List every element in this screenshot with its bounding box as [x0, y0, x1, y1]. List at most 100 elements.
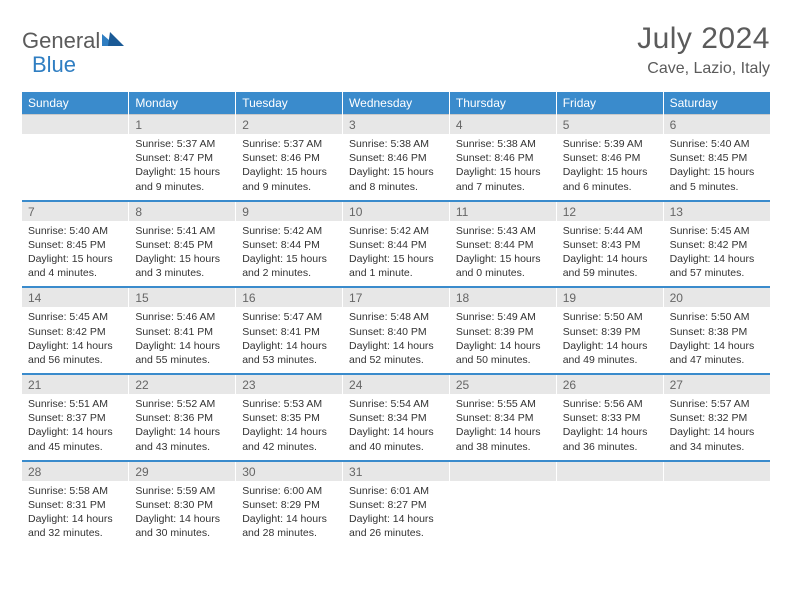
daylight-text: Daylight: 14 hours	[28, 512, 122, 526]
day-cell: Sunrise: 5:38 AMSunset: 8:46 PMDaylight:…	[449, 134, 556, 200]
sunset-text: Sunset: 8:45 PM	[135, 238, 229, 252]
sunset-text: Sunset: 8:36 PM	[135, 411, 229, 425]
logo-text-general: General	[22, 28, 100, 54]
sunrise-text: Sunrise: 5:59 AM	[135, 484, 229, 498]
day-number: 15	[129, 287, 236, 307]
sunrise-text: Sunrise: 6:01 AM	[349, 484, 443, 498]
daylight-text: Daylight: 14 hours	[670, 339, 764, 353]
day-cell: Sunrise: 5:51 AMSunset: 8:37 PMDaylight:…	[22, 394, 129, 460]
sunset-text: Sunset: 8:45 PM	[670, 151, 764, 165]
day-cell	[556, 481, 663, 547]
sunset-text: Sunset: 8:39 PM	[456, 325, 550, 339]
day-content-row: Sunrise: 5:37 AMSunset: 8:47 PMDaylight:…	[22, 134, 770, 200]
day-cell: Sunrise: 5:40 AMSunset: 8:45 PMDaylight:…	[22, 221, 129, 287]
dow-wednesday: Wednesday	[343, 92, 450, 115]
daylight-text: and 0 minutes.	[456, 266, 550, 280]
day-number: 23	[236, 374, 343, 394]
logo-triangle-icon	[102, 30, 124, 46]
day-number: 12	[556, 201, 663, 221]
sunrise-text: Sunrise: 5:38 AM	[456, 137, 550, 151]
day-number: 19	[556, 287, 663, 307]
sunset-text: Sunset: 8:42 PM	[28, 325, 122, 339]
sunset-text: Sunset: 8:42 PM	[670, 238, 764, 252]
sunrise-text: Sunrise: 5:48 AM	[349, 310, 443, 324]
day-cell: Sunrise: 5:40 AMSunset: 8:45 PMDaylight:…	[663, 134, 770, 200]
daylight-text: Daylight: 15 hours	[456, 252, 550, 266]
sunset-text: Sunset: 8:37 PM	[28, 411, 122, 425]
daylight-text: and 26 minutes.	[349, 526, 443, 540]
sunrise-text: Sunrise: 5:42 AM	[349, 224, 443, 238]
daylight-text: Daylight: 14 hours	[242, 512, 336, 526]
sunset-text: Sunset: 8:31 PM	[28, 498, 122, 512]
day-cell: Sunrise: 5:46 AMSunset: 8:41 PMDaylight:…	[129, 307, 236, 373]
daylight-text: and 57 minutes.	[670, 266, 764, 280]
daylight-text: Daylight: 14 hours	[28, 339, 122, 353]
day-cell	[663, 481, 770, 547]
daylight-text: Daylight: 15 hours	[135, 252, 229, 266]
daylight-text: and 43 minutes.	[135, 440, 229, 454]
sunrise-text: Sunrise: 5:39 AM	[563, 137, 657, 151]
daylight-text: and 53 minutes.	[242, 353, 336, 367]
daylight-text: and 34 minutes.	[670, 440, 764, 454]
day-cell: Sunrise: 5:49 AMSunset: 8:39 PMDaylight:…	[449, 307, 556, 373]
daylight-text: and 9 minutes.	[135, 180, 229, 194]
calendar-page: General July 2024 Cave, Lazio, Italy Blu…	[0, 0, 792, 546]
daylight-text: Daylight: 14 hours	[349, 425, 443, 439]
sunrise-text: Sunrise: 5:44 AM	[563, 224, 657, 238]
daylight-text: and 49 minutes.	[563, 353, 657, 367]
daylight-text: Daylight: 14 hours	[242, 425, 336, 439]
daylight-text: and 52 minutes.	[349, 353, 443, 367]
sunrise-text: Sunrise: 5:50 AM	[670, 310, 764, 324]
daylight-text: Daylight: 15 hours	[28, 252, 122, 266]
daylight-text: Daylight: 14 hours	[135, 512, 229, 526]
sunset-text: Sunset: 8:46 PM	[242, 151, 336, 165]
day-number: 25	[449, 374, 556, 394]
day-number: 24	[343, 374, 450, 394]
daylight-text: and 7 minutes.	[456, 180, 550, 194]
daylight-text: and 3 minutes.	[135, 266, 229, 280]
day-number: 16	[236, 287, 343, 307]
dow-tuesday: Tuesday	[236, 92, 343, 115]
sunset-text: Sunset: 8:33 PM	[563, 411, 657, 425]
sunrise-text: Sunrise: 5:53 AM	[242, 397, 336, 411]
sunrise-text: Sunrise: 5:37 AM	[242, 137, 336, 151]
sunrise-text: Sunrise: 5:49 AM	[456, 310, 550, 324]
sunset-text: Sunset: 8:27 PM	[349, 498, 443, 512]
day-cell: Sunrise: 5:48 AMSunset: 8:40 PMDaylight:…	[343, 307, 450, 373]
day-cell: Sunrise: 5:44 AMSunset: 8:43 PMDaylight:…	[556, 221, 663, 287]
day-content-row: Sunrise: 5:51 AMSunset: 8:37 PMDaylight:…	[22, 394, 770, 460]
day-cell: Sunrise: 6:00 AMSunset: 8:29 PMDaylight:…	[236, 481, 343, 547]
daylight-text: Daylight: 15 hours	[242, 252, 336, 266]
month-title: July 2024	[637, 22, 770, 56]
day-cell: Sunrise: 6:01 AMSunset: 8:27 PMDaylight:…	[343, 481, 450, 547]
dow-sunday: Sunday	[22, 92, 129, 115]
daylight-text: Daylight: 14 hours	[242, 339, 336, 353]
day-cell: Sunrise: 5:45 AMSunset: 8:42 PMDaylight:…	[663, 221, 770, 287]
day-content-row: Sunrise: 5:45 AMSunset: 8:42 PMDaylight:…	[22, 307, 770, 373]
sunset-text: Sunset: 8:43 PM	[563, 238, 657, 252]
day-number: 17	[343, 287, 450, 307]
sunrise-text: Sunrise: 5:42 AM	[242, 224, 336, 238]
daylight-text: Daylight: 15 hours	[135, 165, 229, 179]
daylight-text: Daylight: 14 hours	[563, 252, 657, 266]
day-content-row: Sunrise: 5:58 AMSunset: 8:31 PMDaylight:…	[22, 481, 770, 547]
daylight-text: and 1 minute.	[349, 266, 443, 280]
day-cell: Sunrise: 5:59 AMSunset: 8:30 PMDaylight:…	[129, 481, 236, 547]
daylight-text: and 40 minutes.	[349, 440, 443, 454]
daynum-row: 28293031	[22, 461, 770, 481]
daylight-text: Daylight: 15 hours	[670, 165, 764, 179]
sunset-text: Sunset: 8:47 PM	[135, 151, 229, 165]
daylight-text: and 56 minutes.	[28, 353, 122, 367]
day-content-row: Sunrise: 5:40 AMSunset: 8:45 PMDaylight:…	[22, 221, 770, 287]
sunrise-text: Sunrise: 6:00 AM	[242, 484, 336, 498]
day-number: 14	[22, 287, 129, 307]
dow-friday: Friday	[556, 92, 663, 115]
daynum-row: 14151617181920	[22, 287, 770, 307]
sunrise-text: Sunrise: 5:56 AM	[563, 397, 657, 411]
day-cell: Sunrise: 5:57 AMSunset: 8:32 PMDaylight:…	[663, 394, 770, 460]
day-number	[449, 461, 556, 481]
day-cell: Sunrise: 5:54 AMSunset: 8:34 PMDaylight:…	[343, 394, 450, 460]
sunrise-text: Sunrise: 5:37 AM	[135, 137, 229, 151]
daylight-text: and 28 minutes.	[242, 526, 336, 540]
sunset-text: Sunset: 8:34 PM	[349, 411, 443, 425]
